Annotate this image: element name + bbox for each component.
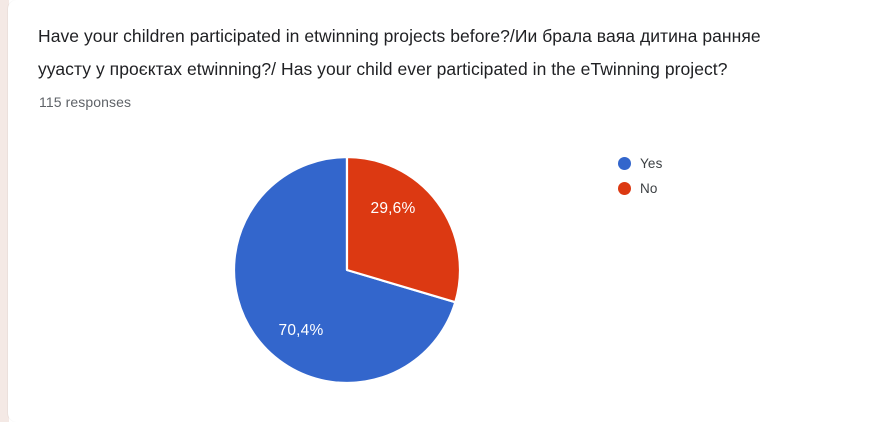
- pie-chart: 70,4% 29,6% Yes No: [8, 0, 890, 422]
- pie-slice-yes[interactable]: [232, 155, 457, 385]
- chart-legend: Yes No: [618, 151, 798, 201]
- question-title: Have your children participated in etwin…: [38, 20, 890, 86]
- question-title-line-2: ууасту у проєктах etwinning?/ Has your c…: [38, 59, 728, 79]
- pie-svg: 70,4% 29,6%: [232, 155, 462, 385]
- pie-slice-label-yes: 70,4%: [279, 322, 324, 339]
- page-gutter: [0, 0, 9, 422]
- question-result-card: Have your children participated in etwin…: [8, 0, 890, 422]
- response-count: 115 responses: [39, 94, 132, 110]
- pie-graphic: 70,4% 29,6%: [226, 149, 470, 393]
- legend-item-no[interactable]: No: [618, 176, 798, 201]
- pie-slice-label-no: 29,6%: [371, 200, 416, 217]
- legend-item-yes[interactable]: Yes: [618, 151, 798, 176]
- pie-slice-no[interactable]: [345, 155, 462, 304]
- legend-label-yes: Yes: [640, 155, 663, 171]
- legend-label-no: No: [640, 180, 658, 196]
- legend-color-swatch-icon: [618, 157, 631, 170]
- question-title-line-1: Have your children participated in etwin…: [38, 26, 761, 46]
- legend-color-swatch-icon: [618, 182, 631, 195]
